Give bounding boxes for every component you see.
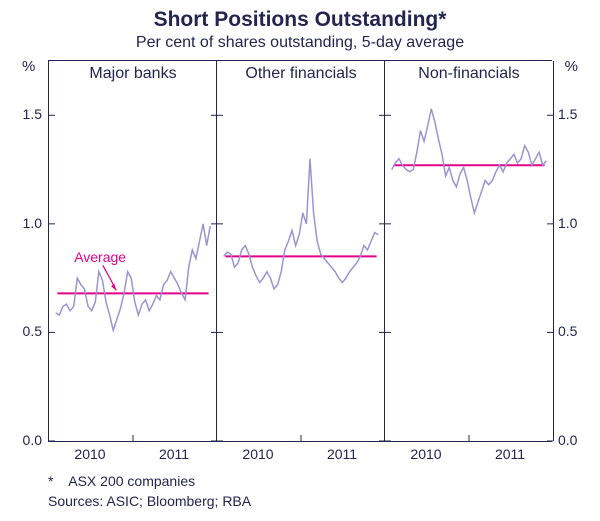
panel: Major banksAverage	[48, 61, 217, 441]
footnote-text: ASX 200 companies	[68, 473, 195, 489]
series-svg	[217, 61, 385, 441]
x-tick-label: 2011	[495, 446, 525, 462]
data-line	[392, 109, 547, 213]
sources-label: Sources:	[48, 493, 103, 509]
panel: Other financials	[216, 61, 385, 441]
plot-area: Major banksAverageOther financialsNon-fi…	[48, 60, 552, 442]
chart-subtitle: Per cent of shares outstanding, 5-day av…	[0, 34, 600, 52]
x-tick-label: 2010	[74, 446, 105, 462]
sources: Sources: ASIC; Bloomberg; RBA	[48, 493, 251, 509]
data-line	[56, 224, 211, 330]
footnote: * ASX 200 companies	[48, 473, 195, 489]
y-unit-right: %	[565, 58, 578, 75]
y-tick-label-right: 0.0	[558, 432, 590, 448]
y-tick-label-left: 1.5	[10, 106, 42, 122]
series-svg	[385, 61, 553, 441]
y-unit-left: %	[22, 58, 35, 75]
chart-title: Short Positions Outstanding*	[0, 0, 600, 32]
x-tick-label: 2010	[410, 446, 441, 462]
y-tick-label-right: 1.5	[558, 106, 590, 122]
y-tick-label-right: 1.0	[558, 215, 590, 231]
average-label: Average	[74, 249, 126, 265]
y-tick-label-left: 0.5	[10, 323, 42, 339]
x-tick-label: 2010	[242, 446, 273, 462]
footnote-marker: *	[48, 473, 53, 489]
sources-text: ASIC; Bloomberg; RBA	[106, 493, 251, 509]
y-tick-label-left: 0.0	[10, 432, 42, 448]
x-tick-label: 2011	[159, 446, 189, 462]
y-tick-label-right: 0.5	[558, 323, 590, 339]
x-tick-label: 2011	[327, 446, 357, 462]
chart-container: Short Positions Outstanding* Per cent of…	[0, 0, 600, 521]
y-tick-label-left: 1.0	[10, 215, 42, 231]
panel: Non-financials	[384, 61, 554, 441]
data-line	[224, 159, 379, 289]
